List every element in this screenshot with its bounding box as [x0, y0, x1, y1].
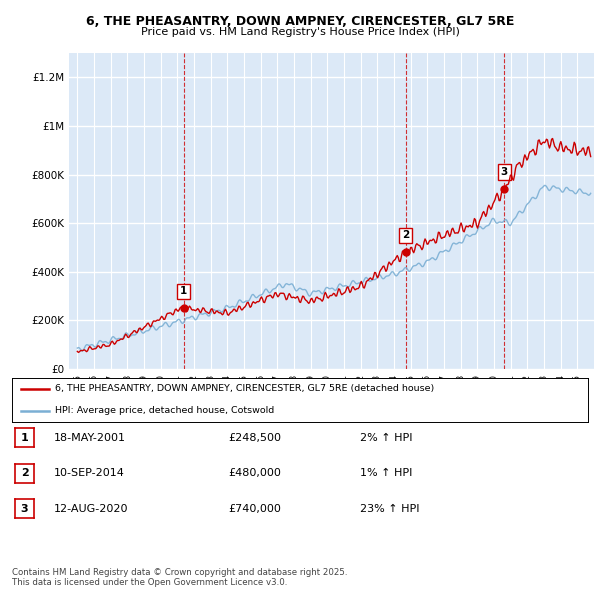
Text: £740,000: £740,000 [228, 504, 281, 513]
Text: 6, THE PHEASANTRY, DOWN AMPNEY, CIRENCESTER, GL7 5RE (detached house): 6, THE PHEASANTRY, DOWN AMPNEY, CIRENCES… [55, 384, 434, 393]
Text: £248,500: £248,500 [228, 433, 281, 442]
Text: HPI: Average price, detached house, Cotswold: HPI: Average price, detached house, Cots… [55, 407, 274, 415]
Text: 1: 1 [180, 286, 187, 296]
Text: 3: 3 [21, 504, 28, 513]
Text: 2: 2 [402, 230, 409, 240]
Text: 10-SEP-2014: 10-SEP-2014 [54, 468, 125, 478]
Text: 23% ↑ HPI: 23% ↑ HPI [360, 504, 419, 513]
Text: Contains HM Land Registry data © Crown copyright and database right 2025.
This d: Contains HM Land Registry data © Crown c… [12, 568, 347, 587]
Text: 1: 1 [21, 433, 28, 442]
Text: Price paid vs. HM Land Registry's House Price Index (HPI): Price paid vs. HM Land Registry's House … [140, 27, 460, 37]
Text: 6, THE PHEASANTRY, DOWN AMPNEY, CIRENCESTER, GL7 5RE: 6, THE PHEASANTRY, DOWN AMPNEY, CIRENCES… [86, 15, 514, 28]
Text: 2% ↑ HPI: 2% ↑ HPI [360, 433, 413, 442]
Text: 3: 3 [501, 167, 508, 177]
Text: 1% ↑ HPI: 1% ↑ HPI [360, 468, 412, 478]
Text: £480,000: £480,000 [228, 468, 281, 478]
Text: 12-AUG-2020: 12-AUG-2020 [54, 504, 128, 513]
Text: 18-MAY-2001: 18-MAY-2001 [54, 433, 126, 442]
Text: 2: 2 [21, 468, 28, 478]
